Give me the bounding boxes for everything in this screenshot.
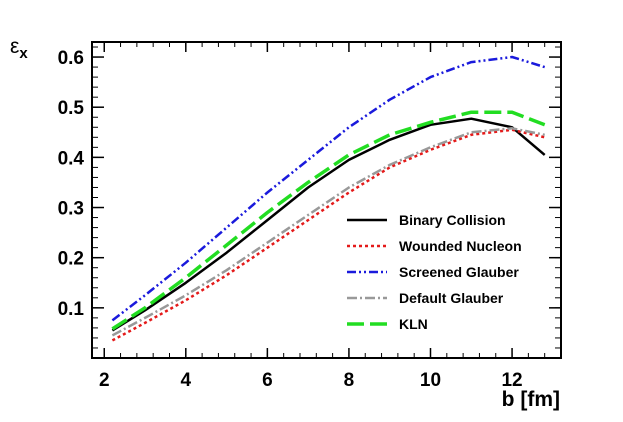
- curves-layer: [111, 55, 546, 342]
- x-tick-label: 10: [420, 370, 441, 391]
- y-tick-label: 0.5: [58, 98, 85, 119]
- ticks-layer: [92, 42, 561, 358]
- tick-labels-layer: 2 4 6 8 10 12 0.1 0.2 0.3 0.4 0.5 0.6: [58, 48, 523, 391]
- legend-label: Screened Glauber: [399, 264, 519, 280]
- x-axis-label: b [fm]: [502, 388, 560, 411]
- y-tick-label: 0.2: [58, 249, 84, 270]
- y-axis-label-subscript: x: [19, 45, 28, 62]
- series-line-screened-glauber: [111, 55, 546, 322]
- y-tick-label: 0.6: [58, 48, 84, 69]
- series-line-default-glauber: [111, 127, 545, 337]
- legend-label: Wounded Nucleon: [399, 238, 522, 254]
- series-line-binary-collision: [111, 117, 546, 332]
- y-tick-label: 0.3: [58, 199, 84, 220]
- series-line-kln: [111, 110, 546, 331]
- x-tick-label: 12: [501, 370, 522, 391]
- y-axis-label: εx: [10, 35, 28, 62]
- legend-label: KLN: [399, 316, 428, 332]
- x-tick-label: 4: [181, 370, 192, 391]
- series-line-wounded-nucleon: [111, 128, 545, 342]
- plot-frame: [91, 41, 562, 359]
- legend-label: Default Glauber: [399, 290, 504, 306]
- y-tick-label: 0.1: [58, 299, 85, 320]
- x-tick-label: 2: [99, 370, 110, 391]
- y-tick-label: 0.4: [58, 148, 85, 169]
- legend: Binary Collision Wounded Nucleon Screened …: [347, 212, 522, 332]
- y-axis-label-symbol: ε: [10, 35, 19, 58]
- x-tick-label: 6: [262, 370, 273, 391]
- legend-label: Binary Collision: [399, 212, 506, 228]
- x-tick-label: 8: [344, 370, 355, 391]
